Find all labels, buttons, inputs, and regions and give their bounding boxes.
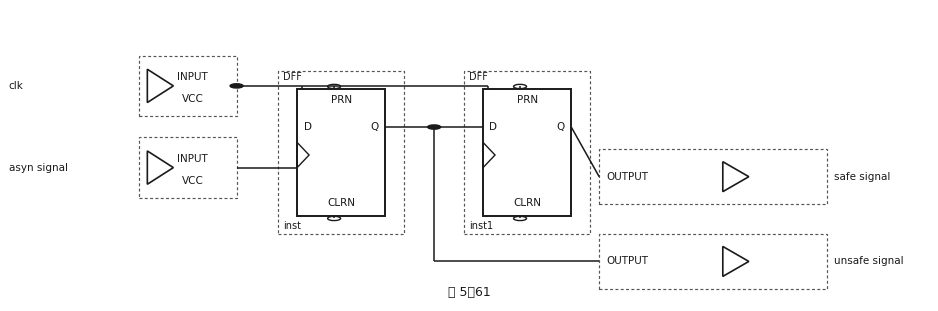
Text: OUTPUT: OUTPUT [607,172,648,182]
Text: INPUT: INPUT [177,154,208,164]
Text: safe signal: safe signal [835,172,891,182]
Bar [279,71,404,234]
Bar [599,234,827,289]
Text: OUTPUT: OUTPUT [607,257,648,267]
Text: INPUT: INPUT [177,72,208,82]
Text: D: D [490,122,497,132]
Text: VCC: VCC [182,94,204,104]
Bar [599,150,827,204]
Bar [297,89,386,216]
Bar [464,71,590,234]
Text: asyn signal: asyn signal [8,163,68,173]
Circle shape [230,84,243,88]
Text: DFF: DFF [283,72,302,82]
Text: CLRN: CLRN [327,198,356,208]
Text: Q: Q [371,122,379,132]
Text: CLRN: CLRN [513,198,541,208]
Text: DFF: DFF [469,72,488,82]
Text: PRN: PRN [330,95,352,105]
Circle shape [428,125,441,129]
Text: VCC: VCC [182,176,204,186]
Text: unsafe signal: unsafe signal [835,257,904,267]
Text: Q: Q [556,122,565,132]
Bar [483,89,571,216]
Text: inst1: inst1 [469,221,493,231]
Text: inst: inst [283,221,301,231]
Text: D: D [304,122,311,132]
Text: clk: clk [8,81,23,91]
Text: 图 5－61: 图 5－61 [447,286,491,299]
Bar [139,56,236,116]
Bar [139,137,236,198]
Text: PRN: PRN [517,95,537,105]
